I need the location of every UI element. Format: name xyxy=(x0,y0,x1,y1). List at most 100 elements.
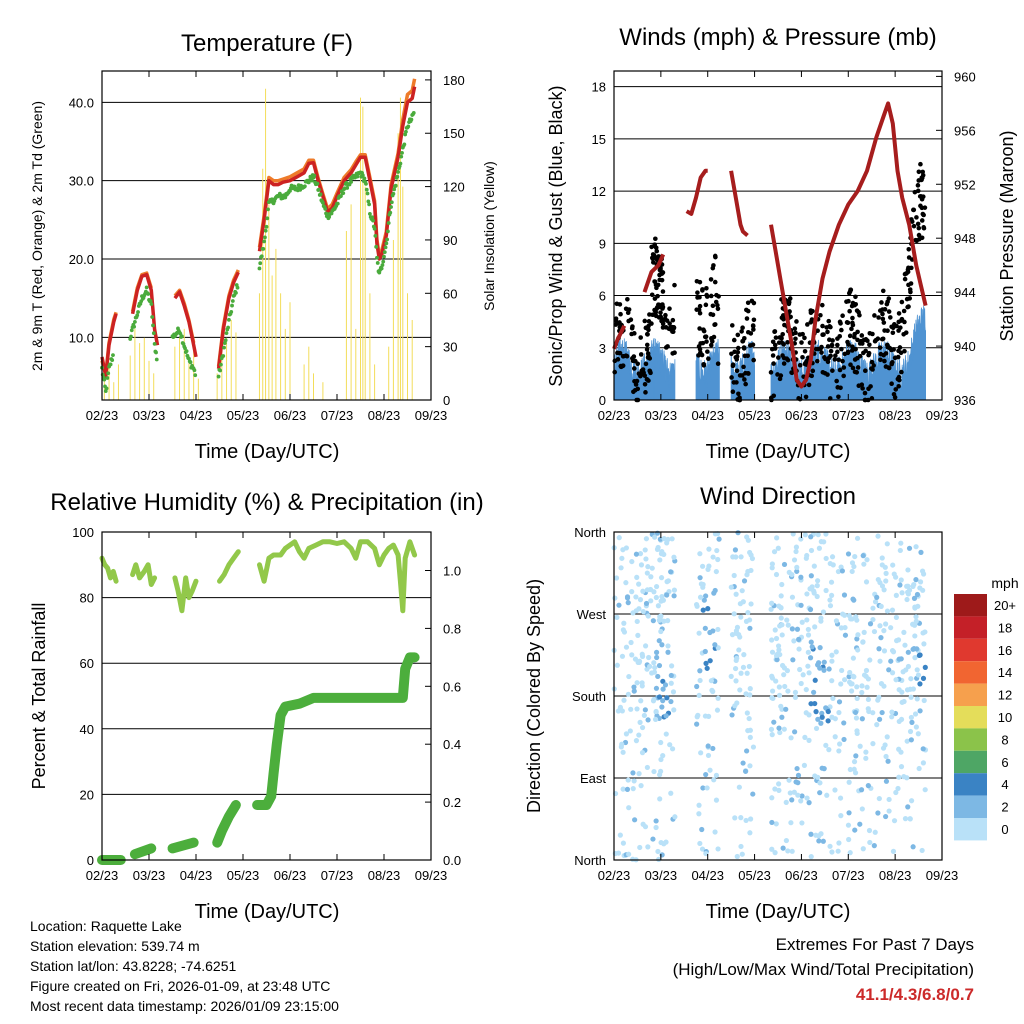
direction-point xyxy=(784,617,790,623)
direction-point xyxy=(783,706,789,712)
y-tick-label: 0 xyxy=(87,853,94,868)
gust-point xyxy=(846,290,852,296)
gust-point xyxy=(822,355,827,360)
dewpoint-point xyxy=(152,342,157,346)
extremes-box: Extremes For Past 7 Days (High/Low/Max W… xyxy=(673,932,974,1007)
direction-point xyxy=(652,664,658,671)
direction-point xyxy=(745,609,751,616)
direction-point xyxy=(781,561,788,568)
humidity-line xyxy=(99,555,119,584)
gust-point xyxy=(617,302,623,307)
direction-point xyxy=(639,680,645,686)
direction-point xyxy=(713,568,719,575)
direction-point xyxy=(769,600,775,606)
direction-point xyxy=(815,716,821,722)
gust-point xyxy=(653,245,659,251)
gust-point xyxy=(642,381,648,387)
direction-point xyxy=(842,632,849,638)
gust-point xyxy=(862,368,868,374)
direction-point xyxy=(870,741,876,747)
gust-point xyxy=(793,336,798,342)
gust-point xyxy=(840,358,845,364)
station-info: Location: Raquette Lake Station elevatio… xyxy=(30,916,339,1016)
y-tick-label: 0 xyxy=(599,393,606,408)
gust-point xyxy=(884,342,890,348)
gust-point xyxy=(695,290,700,295)
direction-point xyxy=(841,612,848,618)
gust-point xyxy=(825,329,830,335)
direction-point xyxy=(908,676,914,682)
direction-point xyxy=(823,531,829,537)
dewpoint-point xyxy=(345,186,350,190)
direction-point xyxy=(694,721,700,727)
direction-point xyxy=(697,594,704,600)
gust-point xyxy=(660,289,666,294)
humidity-xlabel: Time (Day/UTC) xyxy=(195,901,340,923)
direction-point xyxy=(733,591,739,597)
direction-point xyxy=(790,657,796,663)
gust-point xyxy=(841,373,846,379)
direction-point xyxy=(748,567,754,574)
direction-point xyxy=(703,850,709,857)
direction-point xyxy=(865,706,871,712)
direction-point xyxy=(653,824,659,831)
gust-point xyxy=(697,294,702,300)
direction-point xyxy=(736,784,742,790)
direction-point xyxy=(652,534,658,540)
direction-point xyxy=(867,839,873,846)
x-tick-label: 06/23 xyxy=(274,408,307,423)
dewpoint-point xyxy=(151,323,155,328)
direction-point xyxy=(876,716,883,722)
gust-point xyxy=(854,308,860,313)
direction-point xyxy=(841,592,848,598)
dewpoint-point xyxy=(154,350,158,355)
direction-point xyxy=(625,600,631,606)
gust-point xyxy=(815,328,820,334)
direction-point xyxy=(621,697,627,703)
direction-point xyxy=(837,741,843,747)
dewpoint-point xyxy=(146,292,151,296)
gust-point xyxy=(855,337,860,343)
gust-point xyxy=(855,365,861,370)
direction-point xyxy=(836,840,842,846)
direction-point xyxy=(623,580,629,586)
direction-point xyxy=(669,663,675,669)
gust-point xyxy=(855,329,860,335)
gust-point xyxy=(880,311,885,317)
gust-point xyxy=(655,282,661,288)
direction-point xyxy=(734,853,740,860)
gust-point xyxy=(839,327,844,333)
direction-point xyxy=(661,618,667,624)
direction-point xyxy=(916,652,922,659)
dewpoint-point xyxy=(370,215,375,220)
direction-point xyxy=(805,663,811,669)
gust-point xyxy=(891,347,896,352)
direction-point xyxy=(912,604,918,610)
x-tick-label: 06/23 xyxy=(274,868,307,883)
direction-point xyxy=(864,684,870,690)
gust-point xyxy=(828,348,834,354)
direction-point xyxy=(886,667,892,673)
direction-point xyxy=(913,618,919,624)
direction-point xyxy=(841,720,847,726)
direction-point xyxy=(802,734,808,740)
extremes-values: 41.1/4.3/6.8/0.7 xyxy=(855,985,974,1004)
direction-point xyxy=(645,844,651,850)
direction-point xyxy=(658,739,664,746)
gust-point xyxy=(803,394,809,400)
gust-point xyxy=(832,357,838,362)
gust-point xyxy=(712,322,717,328)
direction-point xyxy=(878,603,884,609)
direction-point xyxy=(861,561,867,567)
direction-point xyxy=(813,709,819,715)
gust-point xyxy=(859,333,865,338)
direction-point xyxy=(913,614,919,620)
x-tick-label: 04/23 xyxy=(691,408,724,423)
direction-point xyxy=(794,564,800,570)
gust-point xyxy=(715,361,721,367)
gust-point xyxy=(862,390,868,396)
gust-point xyxy=(670,351,675,356)
gust-point xyxy=(880,288,886,294)
direction-point xyxy=(826,747,832,753)
gust-point xyxy=(715,306,721,312)
